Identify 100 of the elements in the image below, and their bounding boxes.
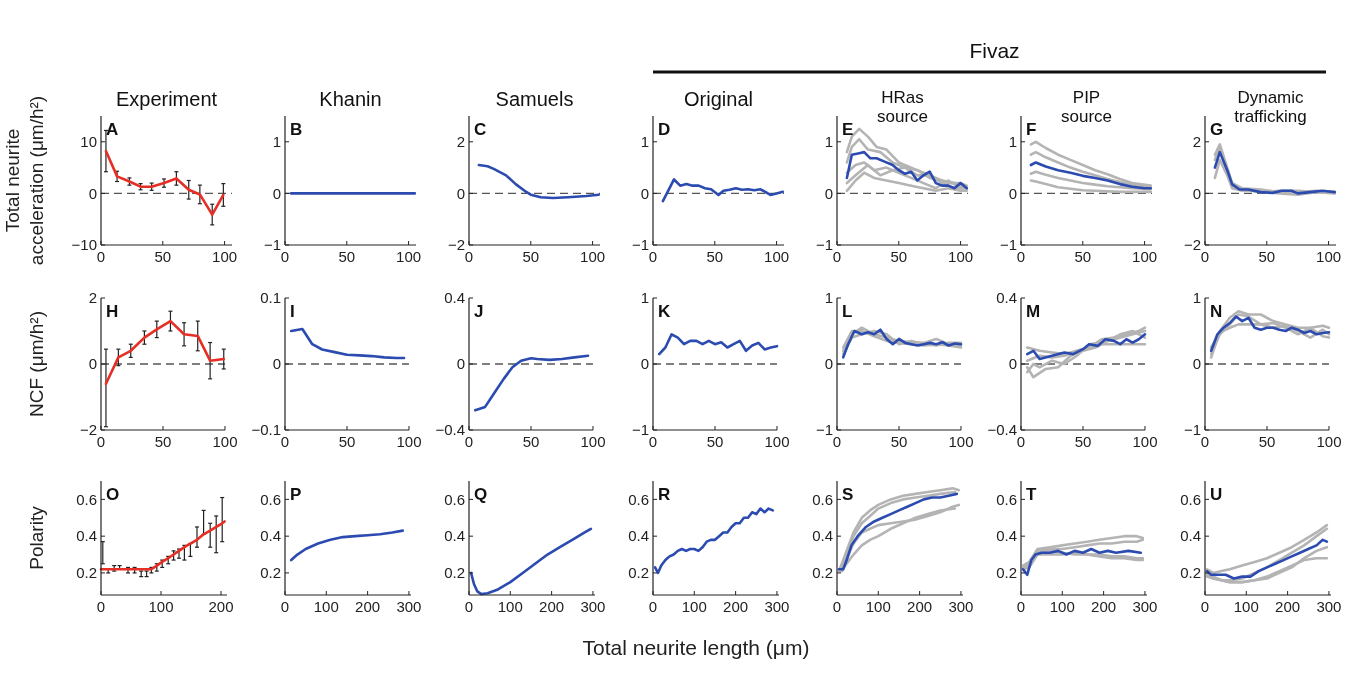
x-tick-label: 300: [396, 598, 422, 615]
y-tick-label: 0: [640, 355, 649, 373]
annotation: M: [1026, 302, 1041, 321]
y-tick-label: 0.6: [444, 490, 465, 508]
x-tick-label: 50: [706, 433, 724, 450]
x-tick-label: 50: [522, 248, 540, 265]
x-tick-label: 100: [764, 248, 790, 265]
annotation: A: [106, 120, 119, 139]
x-tick-label: 50: [1258, 248, 1276, 265]
x-tick-label: 200: [539, 598, 565, 615]
annotation: E: [842, 120, 854, 139]
annotation: I: [290, 302, 295, 321]
x-tick-label: 200: [1275, 598, 1301, 615]
y-tick-label: 0.6: [812, 490, 833, 508]
y-tick-label: 1: [272, 133, 281, 151]
x-tick-label: 100: [148, 598, 174, 615]
x-tick-label: 200: [907, 598, 933, 615]
chart-title: Experiment: [115, 88, 218, 110]
y-axis-title: Polarity: [26, 505, 47, 570]
y-tick-label: 0.2: [260, 564, 281, 582]
x-tick-label: 300: [764, 598, 790, 615]
x-tick-label: 100: [1132, 248, 1158, 265]
annotation: H: [106, 302, 119, 321]
y-tick-label: −0.4: [435, 421, 465, 439]
y-tick-label: −0.4: [987, 421, 1017, 439]
x-tick-label: 50: [522, 433, 540, 450]
x-tick-label: 100: [681, 598, 707, 615]
y-tick-label: 0.2: [76, 564, 97, 582]
x-tick-label: 200: [208, 598, 234, 615]
y-tick-label: 0.2: [444, 564, 465, 582]
y-tick-label: 0: [1008, 184, 1017, 202]
y-tick-label: 0.6: [1180, 490, 1201, 508]
y-tick-label: 0.4: [812, 527, 833, 545]
y-tick-label: 0.2: [1180, 564, 1201, 582]
annotation: N: [1210, 302, 1223, 321]
x-tick-label: 100: [948, 248, 974, 265]
annotation: K: [658, 302, 671, 321]
y-tick-label: 1: [1008, 133, 1017, 151]
annotation: S: [842, 485, 854, 504]
x-tick-label: 200: [723, 598, 749, 615]
y-tick-label: −1: [631, 421, 649, 439]
y-tick-label: 1: [824, 289, 833, 307]
x-tick-label: 50: [890, 248, 908, 265]
y-tick-label: 10: [80, 133, 97, 151]
y-tick-label: 0: [88, 184, 97, 202]
y-tick-label: −0.1: [251, 421, 281, 439]
x-tick-label: 100: [948, 433, 974, 450]
y-tick-label: 0: [824, 355, 833, 373]
x-tick-label: 200: [1091, 598, 1117, 615]
y-tick-label: 0.6: [76, 490, 97, 508]
y-tick-label: 0.6: [260, 490, 281, 508]
y-tick-label: 0.1: [260, 289, 281, 307]
y-tick-label: 0: [1192, 355, 1201, 373]
y-tick-label: 0.4: [996, 527, 1017, 545]
annotation: O: [106, 485, 120, 504]
y-tick-label: 0.6: [628, 490, 649, 508]
annotation: C: [474, 120, 487, 139]
y-tick-label: −1: [815, 236, 833, 254]
y-tick-label: −1: [815, 421, 833, 439]
x-axis-title: Total neurite length (μm): [582, 636, 810, 659]
x-tick-label: 100: [1049, 598, 1075, 615]
y-tick-label: 0: [88, 355, 97, 373]
y-tick-label: 0.6: [996, 490, 1017, 508]
x-tick-label: 50: [338, 433, 356, 450]
annotation: D: [658, 120, 671, 139]
x-tick-label: 100: [764, 433, 790, 450]
y-tick-label: −2: [447, 236, 465, 254]
annotation: F: [1026, 120, 1037, 139]
y-tick-label: 0.4: [260, 527, 281, 545]
y-tick-label: −1: [631, 236, 649, 254]
x-tick-label: 300: [1132, 598, 1158, 615]
x-tick-label: 50: [154, 248, 172, 265]
x-tick-label: 50: [338, 248, 356, 265]
annotation: B: [290, 120, 303, 139]
y-tick-label: 1: [640, 289, 649, 307]
y-tick-label: 2: [456, 133, 465, 151]
y-tick-label: 1: [824, 133, 833, 151]
x-tick-label: 50: [154, 433, 172, 450]
x-tick-label: 300: [1316, 598, 1342, 615]
y-tick-label: 0: [272, 355, 281, 373]
y-tick-label: 0.2: [996, 564, 1017, 582]
y-tick-label: 1: [1192, 289, 1201, 307]
y-tick-label: 0: [272, 184, 281, 202]
x-tick-label: 50: [890, 433, 908, 450]
x-tick-label: 50: [1258, 433, 1276, 450]
x-tick-label: 100: [580, 433, 606, 450]
annotation: P: [290, 485, 302, 504]
y-tick-label: 0: [640, 184, 649, 202]
y-tick-label: −10: [71, 236, 97, 254]
y-tick-label: −2: [1183, 236, 1201, 254]
y-tick-label: 0.4: [628, 527, 649, 545]
y-tick-label: 0: [1192, 184, 1201, 202]
y-tick-label: −1: [1183, 421, 1201, 439]
x-tick-label: 50: [1074, 433, 1092, 450]
x-tick-label: 100: [1316, 433, 1342, 450]
annotation: R: [658, 485, 671, 504]
chart-title: HRas source: [876, 88, 929, 126]
x-tick-label: 50: [1074, 248, 1092, 265]
y-tick-label: 0: [1008, 355, 1017, 373]
y-tick-label: 0.4: [444, 527, 465, 545]
